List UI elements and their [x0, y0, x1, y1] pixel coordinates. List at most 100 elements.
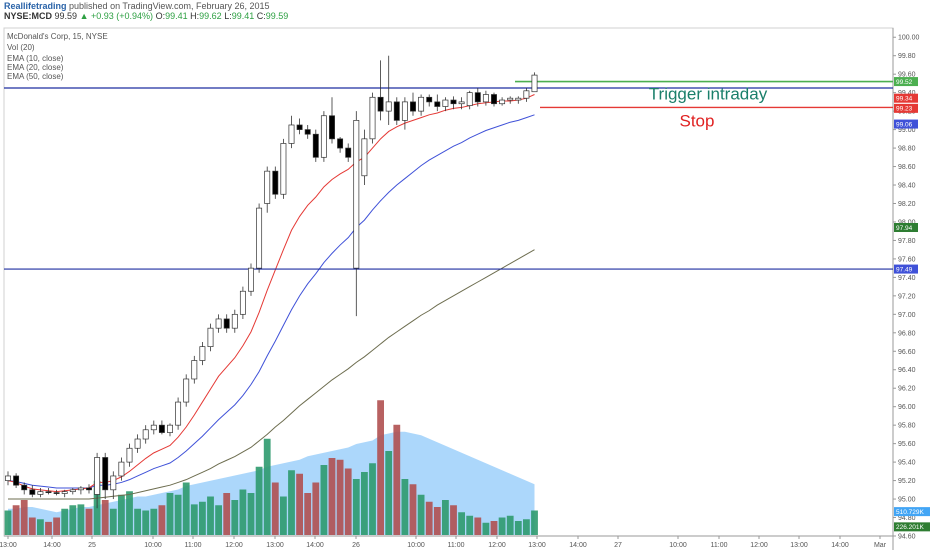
candle-body[interactable] — [150, 424, 157, 431]
candle-body[interactable] — [223, 318, 230, 329]
candle-body[interactable] — [320, 115, 327, 158]
candle-body[interactable] — [523, 90, 530, 99]
candle-body[interactable] — [167, 424, 173, 433]
candle-body[interactable] — [199, 346, 206, 361]
candle-body[interactable] — [426, 96, 433, 103]
candle-body[interactable] — [393, 101, 400, 121]
y-tick-label: 94.60 — [898, 534, 916, 541]
high-value: 99.62 — [199, 11, 222, 21]
candle-body[interactable] — [134, 438, 141, 449]
candle-body[interactable] — [410, 101, 416, 112]
volume-bar — [142, 510, 150, 535]
candle-body[interactable] — [45, 491, 52, 494]
symbol-label[interactable]: NYSE:MCD — [4, 11, 53, 21]
candle-body[interactable] — [239, 290, 246, 315]
trigger-annotation[interactable]: Trigger intraday — [649, 85, 768, 104]
candle-body[interactable] — [377, 96, 384, 112]
candle-body[interactable] — [231, 313, 238, 329]
candle-body[interactable] — [296, 124, 303, 130]
candle-body[interactable] — [29, 489, 36, 495]
price-badge-bg — [894, 522, 930, 532]
candle-body[interactable] — [61, 491, 68, 494]
candle-body[interactable] — [37, 491, 44, 495]
candle-body[interactable] — [288, 124, 295, 144]
candle-body[interactable] — [272, 170, 279, 195]
volume-bar — [255, 466, 263, 535]
candle-body[interactable] — [450, 99, 457, 105]
candle-body[interactable] — [491, 94, 497, 105]
volume-bar — [239, 489, 247, 535]
price-chart[interactable]: 100.0099.8099.6099.4099.2099.0098.8098.6… — [0, 22, 932, 550]
candle-body[interactable] — [474, 92, 481, 103]
candle-body[interactable] — [13, 475, 20, 486]
price-badge-bg — [894, 264, 918, 274]
y-tick-label: 99.40 — [898, 90, 916, 97]
legend-ema20[interactable]: EMA (20, close) — [7, 63, 64, 72]
volume-bar — [4, 510, 12, 535]
y-tick-label: 95.20 — [898, 478, 916, 485]
candle-body[interactable] — [110, 475, 117, 491]
candle-body[interactable] — [183, 378, 190, 403]
author-link[interactable]: Reallifetrading — [4, 1, 67, 11]
candle-body[interactable] — [466, 92, 473, 106]
candle-body[interactable] — [215, 318, 222, 329]
volume-bar — [482, 522, 490, 535]
candle-body[interactable] — [442, 99, 449, 107]
candle-body[interactable] — [175, 401, 182, 426]
legend-ema10[interactable]: EMA (10, close) — [7, 54, 64, 63]
y-tick-label: 96.60 — [898, 349, 916, 356]
candle-body[interactable] — [69, 489, 76, 493]
candle-body[interactable] — [118, 461, 125, 477]
x-tick-label: 14:00 — [306, 542, 324, 549]
x-tick-label: 14:00 — [569, 542, 587, 549]
candle-body[interactable] — [248, 267, 254, 292]
candle-body[interactable] — [531, 74, 538, 93]
legend-ema50[interactable]: EMA (50, close) — [7, 72, 64, 81]
candle-body[interactable] — [312, 133, 319, 158]
candle-body[interactable] — [53, 492, 60, 494]
x-tick-label: 13:00 — [266, 542, 284, 549]
candle-body[interactable] — [94, 457, 101, 495]
candle-body[interactable] — [329, 115, 335, 140]
x-tick-label: 26 — [352, 542, 360, 549]
volume-bar — [344, 468, 352, 535]
candle-body[interactable] — [353, 120, 360, 269]
candle-body[interactable] — [385, 101, 392, 112]
candle-body[interactable] — [5, 475, 11, 481]
x-tick-label: 11:00 — [448, 542, 465, 549]
candle-body[interactable] — [102, 457, 109, 491]
volume-bar — [20, 500, 28, 535]
candle-body[interactable] — [458, 101, 465, 105]
candle-body[interactable] — [401, 101, 408, 121]
legend-vol[interactable]: Vol (20) — [7, 43, 35, 52]
candle-body[interactable] — [345, 147, 352, 158]
volume-bar — [53, 517, 60, 535]
candle-body[interactable] — [337, 138, 344, 149]
candle-body[interactable] — [207, 327, 214, 348]
candle-body[interactable] — [434, 101, 441, 107]
candle-body[interactable] — [77, 487, 84, 491]
candle-body[interactable] — [507, 97, 514, 101]
candle-body[interactable] — [304, 129, 311, 135]
candle-body[interactable] — [86, 487, 92, 491]
candle-body[interactable] — [482, 94, 489, 103]
volume-bar — [166, 493, 174, 535]
candle-body[interactable] — [418, 96, 425, 112]
legend-title[interactable]: McDonald's Corp, 15, NYSE — [7, 32, 108, 41]
candle-body[interactable] — [256, 207, 263, 269]
price-badge: 510.729K — [894, 507, 930, 517]
stop-annotation[interactable]: Stop — [680, 111, 715, 130]
candle-body[interactable] — [21, 484, 28, 491]
candle-body[interactable] — [264, 170, 271, 204]
candle-body[interactable] — [191, 360, 198, 380]
candle-body[interactable] — [499, 99, 506, 105]
candle-body[interactable] — [126, 447, 133, 463]
candle-body[interactable] — [369, 96, 376, 140]
candle-body[interactable] — [361, 138, 368, 177]
y-tick-label: 95.60 — [898, 441, 916, 448]
low-label: L: — [224, 11, 232, 21]
candle-body[interactable] — [515, 97, 522, 101]
candle-body[interactable] — [142, 429, 149, 440]
candle-body[interactable] — [280, 143, 287, 195]
candle-body[interactable] — [158, 424, 165, 433]
